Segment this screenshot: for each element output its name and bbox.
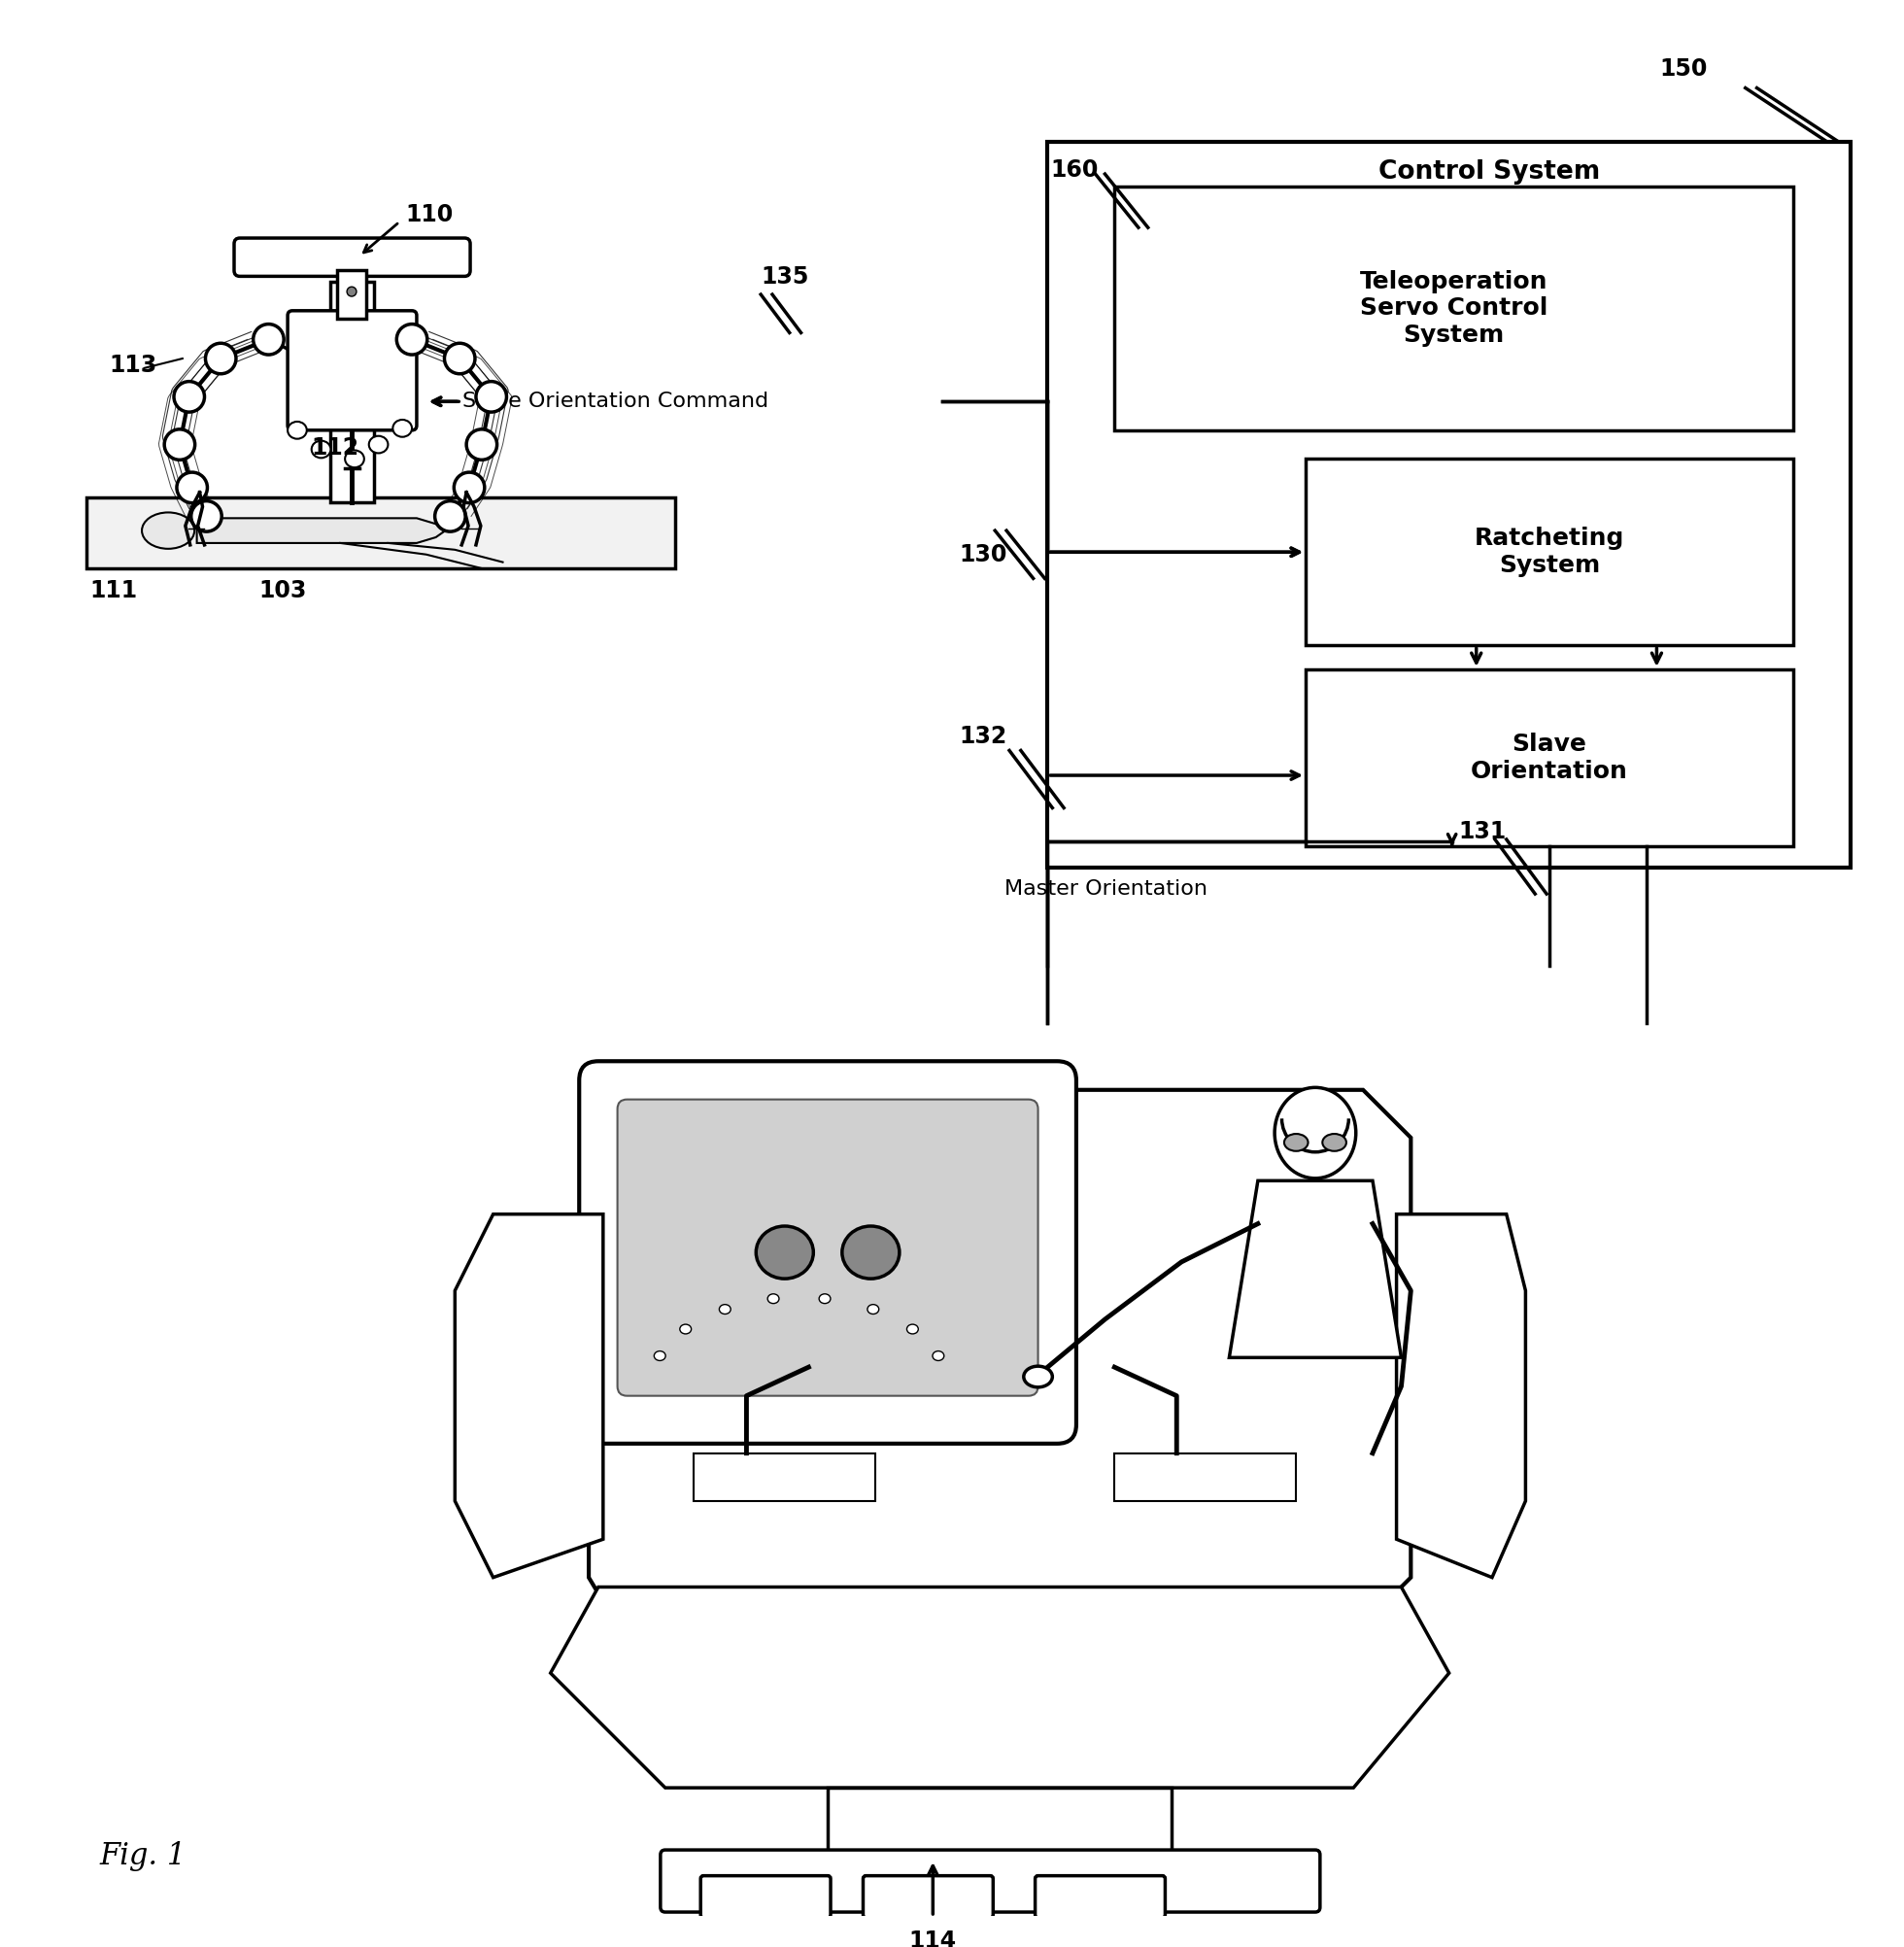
Ellipse shape (756, 1227, 813, 1279)
Text: 150: 150 (1660, 56, 1708, 80)
Text: Slave Orientation Command: Slave Orientation Command (463, 391, 769, 411)
Bar (337, 271, 366, 319)
Polygon shape (550, 1587, 1449, 1787)
Ellipse shape (476, 382, 506, 413)
Bar (88, 496, 674, 569)
Ellipse shape (312, 440, 331, 458)
FancyBboxPatch shape (234, 238, 470, 276)
Bar (693, 1452, 876, 1501)
Ellipse shape (347, 286, 356, 296)
Ellipse shape (206, 343, 236, 374)
Text: 103: 103 (259, 578, 307, 602)
Ellipse shape (164, 428, 194, 459)
Ellipse shape (369, 436, 388, 454)
Text: 112: 112 (312, 436, 360, 459)
Ellipse shape (444, 343, 474, 374)
Polygon shape (1230, 1180, 1401, 1357)
Ellipse shape (1323, 1133, 1346, 1151)
Ellipse shape (143, 512, 194, 549)
Ellipse shape (655, 1351, 666, 1361)
Ellipse shape (434, 500, 465, 532)
Ellipse shape (819, 1295, 830, 1303)
Polygon shape (1396, 1215, 1525, 1577)
Ellipse shape (868, 1304, 880, 1314)
Ellipse shape (1024, 1367, 1053, 1386)
Ellipse shape (190, 500, 221, 532)
FancyBboxPatch shape (863, 1875, 994, 1918)
Bar (1047, 142, 1851, 868)
Bar (331, 282, 373, 502)
Text: 113: 113 (109, 354, 156, 378)
Polygon shape (588, 1090, 1411, 1626)
FancyBboxPatch shape (1036, 1875, 1165, 1918)
Bar (1306, 670, 1794, 847)
Ellipse shape (253, 323, 284, 354)
Ellipse shape (906, 1324, 918, 1334)
Ellipse shape (396, 323, 426, 354)
Polygon shape (455, 1215, 604, 1577)
Text: Fig. 1: Fig. 1 (99, 1842, 187, 1871)
Text: Master Orientation: Master Orientation (1005, 880, 1207, 900)
Bar (828, 1787, 1171, 1865)
Text: Ratcheting
System: Ratcheting System (1474, 528, 1624, 576)
Text: 111: 111 (89, 578, 137, 602)
FancyBboxPatch shape (701, 1875, 830, 1918)
Text: Teleoperation
Servo Control
System: Teleoperation Servo Control System (1359, 269, 1548, 347)
Ellipse shape (345, 450, 364, 467)
Polygon shape (196, 518, 446, 543)
FancyBboxPatch shape (288, 312, 417, 430)
Ellipse shape (392, 421, 411, 436)
Text: Slave
Orientation: Slave Orientation (1470, 732, 1628, 783)
Ellipse shape (288, 422, 307, 438)
FancyBboxPatch shape (579, 1061, 1076, 1443)
Text: 132: 132 (960, 724, 1007, 748)
Ellipse shape (453, 473, 484, 502)
Text: 114: 114 (908, 1929, 956, 1947)
Ellipse shape (680, 1324, 691, 1334)
Text: 135: 135 (762, 265, 809, 288)
Ellipse shape (173, 382, 204, 413)
Text: 160: 160 (1051, 158, 1099, 181)
Text: Control System: Control System (1378, 160, 1599, 185)
Bar (1114, 1452, 1297, 1501)
Bar (1306, 459, 1794, 644)
Bar (1114, 187, 1794, 430)
Ellipse shape (466, 428, 497, 459)
FancyBboxPatch shape (617, 1100, 1038, 1396)
Ellipse shape (842, 1227, 899, 1279)
Ellipse shape (767, 1295, 779, 1303)
Ellipse shape (177, 473, 208, 502)
Ellipse shape (933, 1351, 944, 1361)
Text: 131: 131 (1458, 820, 1506, 843)
Text: 130: 130 (960, 543, 1007, 567)
Ellipse shape (720, 1304, 731, 1314)
Ellipse shape (1283, 1133, 1308, 1151)
Text: 110: 110 (406, 202, 453, 226)
FancyBboxPatch shape (661, 1850, 1319, 1912)
Ellipse shape (1274, 1088, 1356, 1178)
